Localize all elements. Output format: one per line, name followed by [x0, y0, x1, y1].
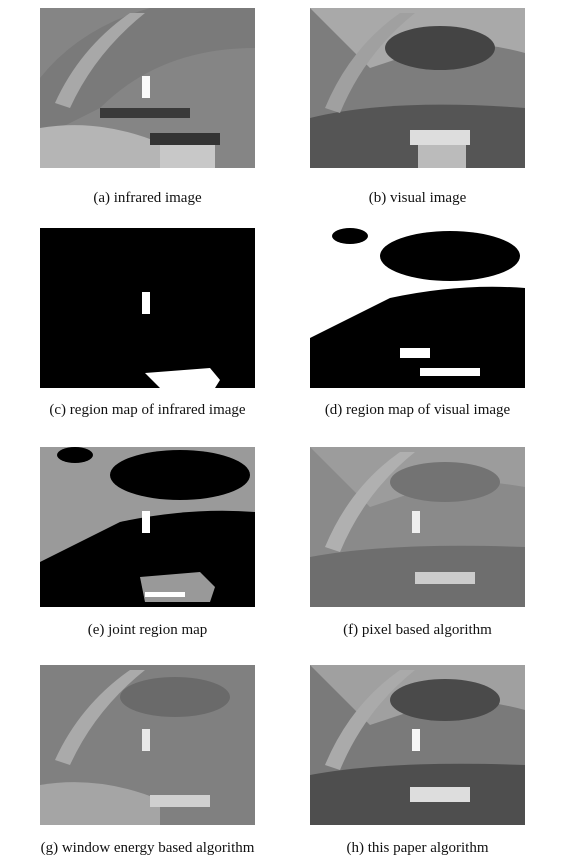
proposed-fusion-image	[310, 665, 525, 825]
caption: (d) region map of visual image	[276, 402, 559, 419]
caption: (b) visual image	[276, 190, 559, 207]
figure: (a) infrared image (b) visual image (c) …	[0, 0, 566, 860]
window-energy-fusion-image	[40, 665, 255, 825]
visual-image	[310, 8, 525, 168]
pixel-fusion-image	[310, 447, 525, 607]
caption: (a) infrared image	[6, 190, 289, 207]
visual-region-map	[310, 228, 525, 388]
caption: (g) window energy based algorithm	[6, 840, 289, 857]
infrared-image	[40, 8, 255, 168]
caption: (e) joint region map	[6, 622, 289, 639]
joint-region-map	[40, 447, 255, 607]
caption: (c) region map of infrared image	[6, 402, 289, 419]
caption: (f) pixel based algorithm	[276, 622, 559, 639]
caption: (h) this paper algorithm	[276, 840, 559, 857]
infrared-region-map	[40, 228, 255, 388]
